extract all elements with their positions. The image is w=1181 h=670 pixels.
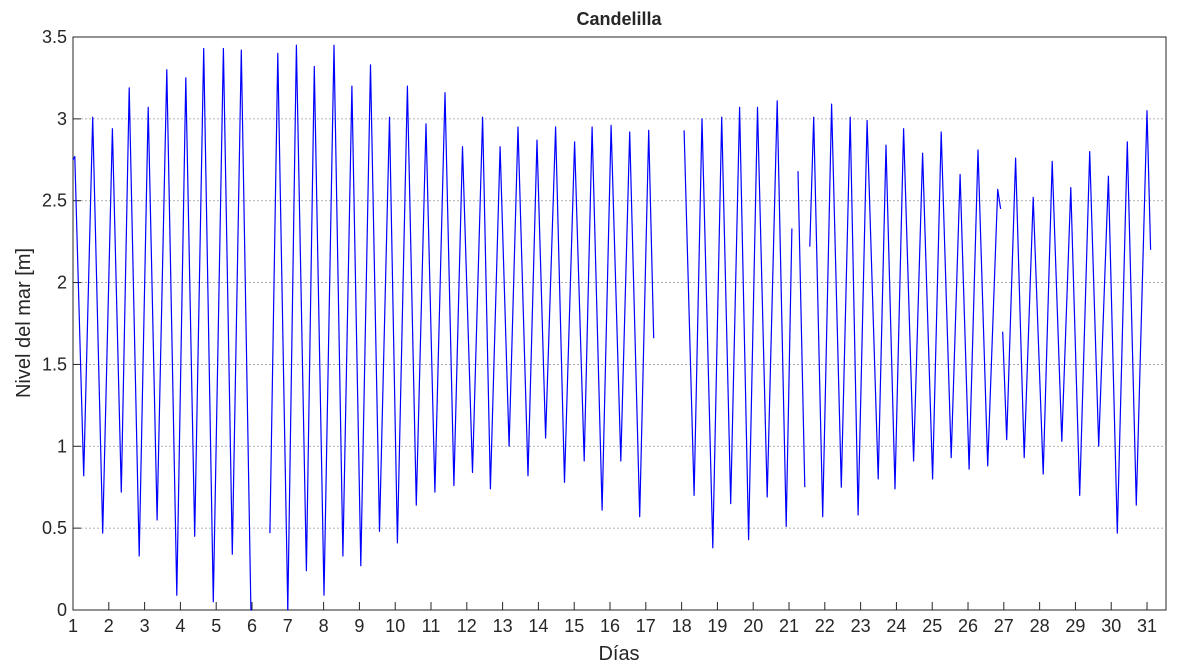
- x-tick-label: 7: [283, 616, 293, 636]
- x-tick-label: 1: [68, 616, 78, 636]
- tide-line: [72, 44, 1152, 611]
- x-tick-label: 26: [958, 616, 978, 636]
- chart-title: Candelilla: [576, 9, 662, 29]
- y-tick-label: 2.5: [42, 191, 67, 211]
- y-tick-label: 2: [57, 273, 67, 293]
- x-tick-label: 12: [457, 616, 477, 636]
- x-tick-label: 17: [636, 616, 656, 636]
- x-tick-label: 16: [600, 616, 620, 636]
- y-tick-label: 3.5: [42, 27, 67, 47]
- x-tick-label: 25: [922, 616, 942, 636]
- x-tick-label: 15: [564, 616, 584, 636]
- y-tick-label: 3: [57, 109, 67, 129]
- x-tick-label: 27: [994, 616, 1014, 636]
- x-tick-label: 2: [104, 616, 114, 636]
- x-tick-label: 8: [319, 616, 329, 636]
- x-tick-label: 9: [354, 616, 364, 636]
- y-tick-label: 0: [57, 600, 67, 620]
- y-axis-label: Nivel del mar [m]: [13, 248, 35, 398]
- x-tick-label: 10: [385, 616, 405, 636]
- x-tick-label: 30: [1101, 616, 1121, 636]
- x-tick-label: 3: [140, 616, 150, 636]
- y-tick-label: 1: [57, 436, 67, 456]
- x-tick-label: 22: [815, 616, 835, 636]
- x-axis-label: Días: [598, 643, 639, 665]
- x-tick-label: 18: [672, 616, 692, 636]
- x-tick-label: 20: [743, 616, 763, 636]
- x-tick-label: 19: [707, 616, 727, 636]
- y-tick-label: 1.5: [42, 354, 67, 374]
- x-tick-label: 29: [1065, 616, 1085, 636]
- x-tick-label: 31: [1137, 616, 1157, 636]
- x-tick-label: 5: [211, 616, 221, 636]
- x-tick-label: 21: [779, 616, 799, 636]
- x-tick-label: 24: [886, 616, 906, 636]
- x-tick-label: 23: [851, 616, 871, 636]
- x-tick-label: 13: [493, 616, 513, 636]
- y-tick-label: 0.5: [42, 518, 67, 538]
- x-tick-label: 11: [422, 616, 441, 636]
- x-tick-label: 4: [175, 616, 185, 636]
- x-tick-label: 6: [247, 616, 257, 636]
- x-tick-label: 14: [528, 616, 548, 636]
- x-tick-label: 28: [1030, 616, 1050, 636]
